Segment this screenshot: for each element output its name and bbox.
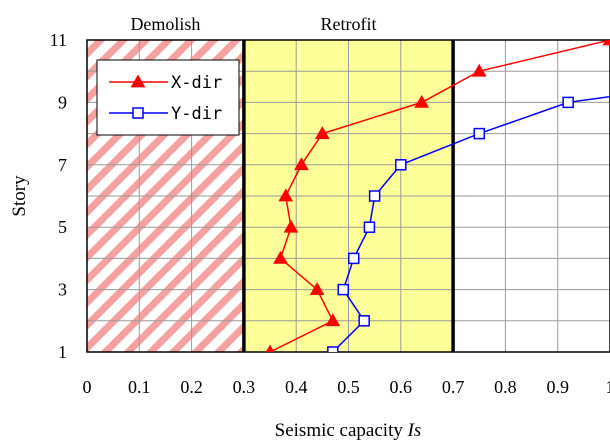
- legend-marker-x-dir: [130, 74, 146, 88]
- series-y-dir: [327, 95, 610, 352]
- threshold-lines: [242, 40, 455, 352]
- series-x-dir: [265, 40, 610, 352]
- legend-marker-y-dir: [132, 107, 144, 119]
- region-label-demolish: Demolish: [130, 14, 200, 34]
- data-point-x-dir: [283, 219, 299, 233]
- legend-label-x-dir: X-dir: [171, 73, 222, 93]
- legend: X-dir Y-dir: [96, 59, 240, 136]
- data-point-y-dir: [358, 315, 370, 327]
- data-point-x-dir: [414, 94, 430, 108]
- data-point-x-dir: [278, 188, 294, 202]
- x-tick-label: 0: [83, 377, 92, 397]
- data-point-x-dir: [314, 126, 330, 139]
- data-point-x-dir: [471, 63, 487, 77]
- x-tick-label: 0.6: [390, 377, 413, 397]
- data-point-x-dir: [325, 313, 341, 327]
- data-point-x-dir: [265, 344, 275, 352]
- data-point-x-dir: [294, 157, 309, 171]
- series-layer: [265, 40, 610, 352]
- x-tick-label: 1: [606, 377, 610, 397]
- x-tick-label: 0.1: [128, 377, 151, 397]
- x-tick-label: 0.4: [285, 377, 308, 397]
- y-tick-label: 9: [58, 92, 67, 112]
- x-axis-title: Seismic capacity Is: [275, 420, 422, 441]
- y-axis-title: Story: [9, 175, 30, 217]
- x-tick-label: 0.7: [442, 377, 465, 397]
- x-tick-label: 0.5: [337, 377, 360, 397]
- legend-box: [96, 59, 240, 136]
- legend-item-y-dir: Y-dir: [109, 104, 222, 124]
- region-label-retrofit: Retrofit: [321, 14, 377, 34]
- x-tick-label: 0.2: [180, 377, 203, 397]
- plot-frame: [86, 39, 610, 353]
- data-point-x-dir: [602, 40, 610, 46]
- region-labels: Demolish Retrofit: [130, 14, 376, 34]
- y-tick-label: 5: [58, 217, 67, 237]
- y-tick-label: 7: [58, 155, 67, 175]
- data-point-y-dir: [363, 221, 376, 233]
- data-point-x-dir: [273, 250, 288, 264]
- data-point-y-dir: [395, 159, 407, 171]
- x-tick-label: 0.9: [546, 377, 569, 397]
- data-point-y-dir: [347, 252, 360, 265]
- data-point-y-dir: [368, 190, 381, 202]
- data-point-y-dir: [473, 127, 485, 140]
- data-point-y-dir: [337, 283, 350, 296]
- x-tick-label: 0.8: [494, 377, 517, 397]
- y-tick-label: 3: [58, 280, 67, 300]
- y-tick-label: 1: [58, 342, 67, 362]
- series-line-y-dir: [332, 95, 610, 352]
- x-tick-label: 0.3: [233, 377, 256, 397]
- data-point-x-dir: [309, 282, 325, 295]
- data-point-y-dir: [562, 96, 574, 109]
- data-point-y-dir: [327, 346, 339, 352]
- legend-item-x-dir: X-dir: [109, 73, 222, 93]
- y-tick-label: 11: [50, 30, 67, 50]
- legend-label-y-dir: Y-dir: [171, 104, 222, 124]
